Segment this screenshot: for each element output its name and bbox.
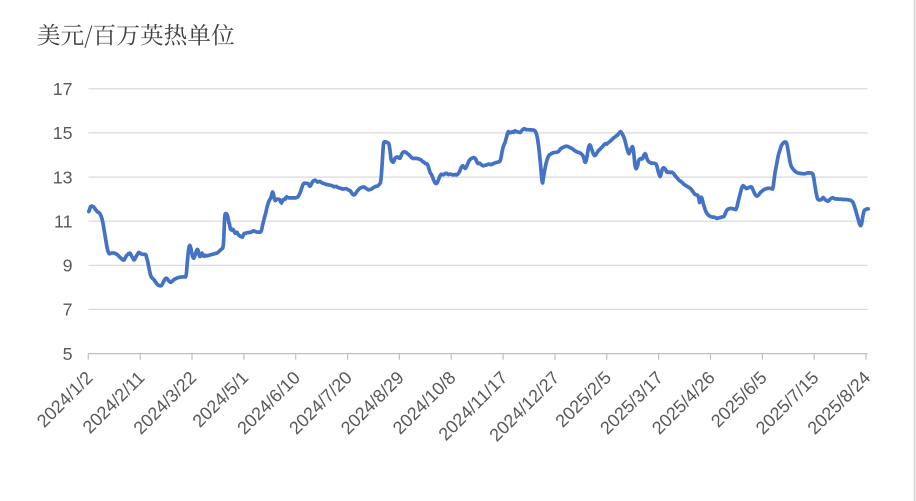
svg-text:15: 15 <box>53 123 73 143</box>
svg-text:7: 7 <box>63 300 73 320</box>
svg-text:13: 13 <box>53 167 73 187</box>
svg-text:17: 17 <box>53 79 73 99</box>
svg-text:5: 5 <box>63 344 73 364</box>
svg-text:9: 9 <box>63 256 73 276</box>
svg-text:11: 11 <box>54 211 73 231</box>
